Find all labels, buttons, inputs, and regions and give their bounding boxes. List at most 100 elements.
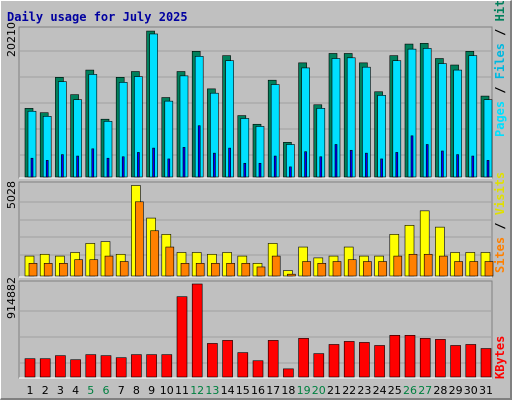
x-tick-label: 18 [281, 384, 295, 397]
pages-bar [182, 147, 186, 178]
x-tick-label: 3 [57, 384, 64, 397]
sites-bar [135, 201, 144, 277]
kbytes-bar [131, 354, 142, 378]
sites-bar [195, 263, 205, 277]
pages-bar [289, 166, 292, 178]
kbytes-bar [252, 360, 264, 378]
kbytes-bar [100, 355, 112, 378]
kbytes-bar [343, 341, 355, 378]
pages-bar [273, 155, 277, 178]
kbytes-bar [435, 339, 446, 378]
kbytes-bar [176, 296, 188, 378]
x-tick-label: 9 [148, 384, 155, 397]
kbytes-bar [404, 335, 416, 378]
legend-visits: Visits [493, 172, 507, 215]
pages-bar [197, 125, 201, 178]
x-tick-label: 6 [103, 384, 110, 397]
pages-bar [334, 144, 338, 178]
visits-ytick-label: 5028 [5, 181, 18, 209]
x-tick-label: 22 [342, 384, 356, 397]
x-tick-label: 17 [266, 384, 280, 397]
sites-bar [363, 261, 372, 277]
x-tick-label: 31 [479, 384, 493, 397]
x-tick-label: 4 [72, 384, 79, 397]
kbytes-bar [207, 343, 218, 378]
kbytes-bar [389, 335, 401, 378]
kbytes-bar [146, 354, 157, 378]
sites-bar [241, 263, 251, 277]
sites-bar [317, 263, 327, 277]
pages-bar [486, 160, 490, 178]
pages-bar [137, 152, 140, 178]
x-tick-label: 8 [133, 384, 140, 397]
x-tick-label: 19 [297, 384, 311, 397]
x-tick-label: 12 [190, 384, 204, 397]
pages-bar [380, 158, 383, 178]
x-tick-label: 21 [327, 384, 341, 397]
sites-bar [104, 255, 114, 277]
labels-layer: 1 2 3 4 5 6 7 8 9 10 11 12 13 14 15 16 17 18 19 20 21 22 23 24 2… [27, 384, 494, 397]
sites-bar [59, 263, 68, 277]
sites-bar [119, 261, 129, 277]
x-tick-label: 13 [205, 384, 219, 397]
sites-bar [271, 255, 281, 277]
x-tick-label: 10 [160, 384, 174, 397]
x-tick-label: 15 [236, 384, 250, 397]
kbytes-bar [465, 344, 477, 378]
kbytes-bar [237, 352, 249, 378]
legend-kbytes: KBytes [493, 336, 507, 379]
x-tick-label: 25 [388, 384, 402, 397]
pages-bar [410, 135, 414, 178]
x-tick-label: 24 [373, 384, 387, 397]
sites-bar [439, 255, 448, 277]
pages-bar [152, 147, 155, 178]
pages-bar [425, 144, 429, 178]
x-tick-label: 14 [221, 384, 235, 397]
sites-bar [408, 253, 418, 277]
legend-sep-2: / [493, 21, 507, 43]
hits-ytick-label: 20210 [5, 22, 18, 57]
x-tick-label: 1 [27, 384, 34, 397]
sites-bar [332, 261, 342, 277]
kbytes-bar [191, 283, 203, 378]
kbytes-bar [283, 368, 294, 378]
x-tick-label: 5 [87, 384, 94, 397]
legend-hits: Hits [493, 1, 507, 21]
sites-bar [423, 253, 433, 277]
pages-bar [349, 149, 353, 178]
kbytes-bar [222, 340, 233, 378]
kbytes-ytick-label: 914882 [5, 277, 18, 319]
sites-bar [74, 259, 83, 277]
sites-bar [226, 263, 235, 277]
pages-bar [228, 147, 231, 178]
kbytes-bar [374, 345, 385, 378]
kbytes-bar [328, 344, 340, 378]
sites-bar [378, 261, 387, 277]
sites-bar [484, 261, 494, 277]
pages-bar [213, 152, 216, 178]
kbytes-bar [480, 348, 492, 378]
grid-lines [20, 50, 491, 364]
sites-bar [287, 273, 296, 277]
pages-bar [30, 157, 34, 178]
chart-title: Daily usage for July 2025 [7, 10, 188, 24]
legend-sep-1: / [493, 79, 507, 101]
legend-pages: Pages [493, 101, 507, 137]
x-tick-label: 27 [418, 384, 432, 397]
pages-bar [45, 160, 49, 178]
x-tick-label: 2 [42, 384, 49, 397]
sites-bar [256, 266, 266, 277]
x-tick-label: 11 [175, 384, 189, 397]
sites-bar [150, 230, 159, 277]
kbytes-bar [419, 338, 431, 378]
sites-bar [469, 261, 479, 277]
sites-bar [347, 259, 357, 277]
pages-bar [121, 156, 125, 178]
legend-files: Files [493, 43, 507, 79]
pages-bar [243, 162, 247, 178]
pages-bar [106, 157, 110, 178]
x-tick-label: 16 [251, 384, 265, 397]
sites-bar [165, 246, 175, 277]
pages-bar [471, 155, 475, 178]
pages-bar [91, 148, 95, 178]
